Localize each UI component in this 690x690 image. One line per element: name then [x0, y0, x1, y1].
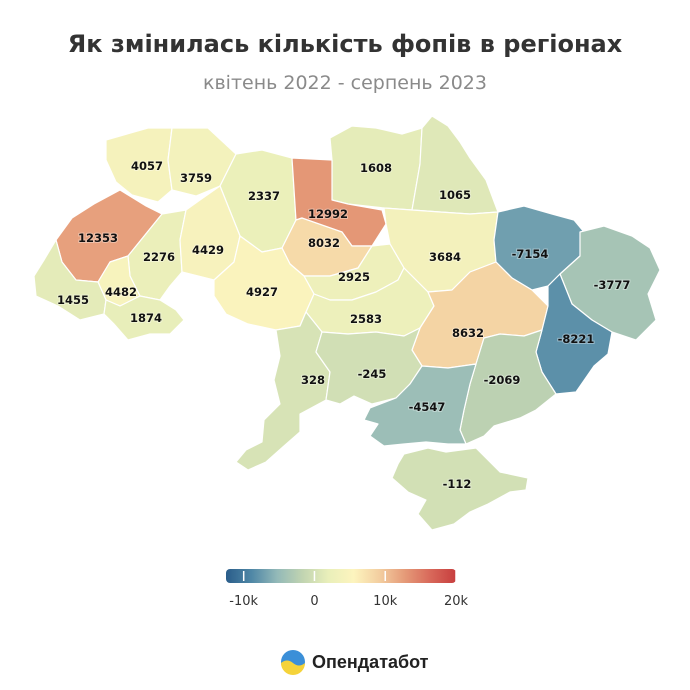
region-area[interactable]	[411, 115, 499, 215]
region-value-label: 4057	[131, 159, 163, 173]
region-area[interactable]	[33, 239, 107, 321]
opendatabot-logo-icon	[281, 650, 305, 675]
region-value-label: 2337	[248, 189, 280, 203]
region-area[interactable]	[363, 363, 477, 447]
region-value-label: 2925	[338, 270, 370, 284]
region-value-label: 12353	[78, 231, 118, 245]
region-value-label: 4429	[192, 243, 224, 257]
region-value-label: -245	[358, 367, 387, 381]
region-value-label: 2276	[143, 250, 175, 264]
region-value-label: -4547	[409, 400, 446, 414]
chart-title: Як змінилась кількість фопів в регіонах	[67, 30, 623, 58]
legend-tick-label: 0	[310, 594, 319, 609]
color-legend	[226, 569, 457, 583]
region-value-label: 2583	[350, 312, 382, 326]
region-value-label: 1065	[439, 188, 471, 202]
chart-subtitle: квітень 2022 - серпень 2023	[203, 72, 487, 94]
region-value-label: 3759	[180, 171, 212, 185]
region-area[interactable]	[391, 447, 529, 531]
region-area[interactable]	[105, 127, 173, 203]
region-value-label: -8221	[558, 332, 595, 346]
region-value-label: 3684	[429, 250, 461, 264]
legend-color-bar	[226, 569, 456, 583]
legend-tick-label: 10k	[373, 594, 398, 609]
region-value-label: -112	[443, 477, 472, 491]
brand-name: Опендатабот	[312, 651, 429, 672]
regions-layer	[33, 115, 661, 531]
region-value-label: 1608	[360, 161, 392, 175]
region-value-label: 4927	[246, 285, 278, 299]
region-value-label: 1874	[130, 311, 162, 325]
region-value-label: 1455	[57, 293, 89, 307]
value-labels-layer: 4057 3759 2337 1608 1065 12992 12353 2276 4429 80…	[56, 158, 631, 492]
brand: Опендатабот	[280, 648, 429, 676]
legend-tick-label: -10k	[229, 594, 259, 609]
region-area[interactable]	[235, 311, 331, 471]
region-value-label: 8632	[452, 326, 484, 340]
region-value-label: -2069	[484, 373, 521, 387]
region-value-label: 12992	[308, 207, 348, 221]
region-value-label: 328	[301, 373, 325, 387]
region-value-label: 4482	[105, 285, 137, 299]
legend-tick-label: 20k	[443, 594, 469, 609]
region-value-label: 8032	[308, 236, 340, 250]
region-value-label: -3777	[594, 278, 631, 292]
region-area[interactable]	[167, 127, 237, 197]
region-area[interactable]	[103, 295, 185, 341]
region-value-label: -7154	[512, 247, 549, 261]
